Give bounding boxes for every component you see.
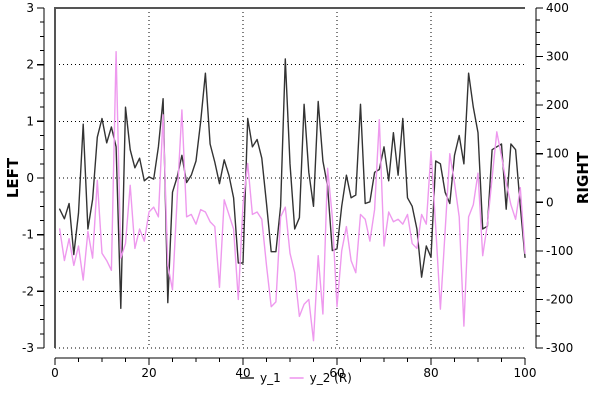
x-axis-tick-label: 40 (235, 366, 250, 380)
plot-frame (54, 7, 525, 348)
right-axis-tick-label: -200 (546, 292, 573, 306)
x-axis-tick-label: 20 (141, 366, 156, 380)
y-axis-title: LEFT (4, 157, 22, 198)
left-axis-tick-label: -2 (22, 284, 34, 298)
series-line-y-2-r- (59, 51, 526, 342)
x-axis-tick-label: 80 (423, 366, 438, 380)
left-axis-tick-label: 2 (26, 58, 34, 72)
right-axis-tick-label: 300 (546, 50, 569, 64)
right-axis-tick-label: 0 (546, 195, 554, 209)
x-axis-tick-label: 0 (51, 366, 59, 380)
left-axis-tick-label: 3 (26, 1, 34, 15)
right-axis-tick-label: -300 (546, 341, 573, 355)
right-axis-tick-label: 200 (546, 98, 569, 112)
grid-lines (55, 7, 525, 349)
bottom-axis: 0 20 40 60 80 100 (51, 357, 537, 380)
legend-label: y_1 (260, 371, 281, 385)
plot-border (54, 7, 525, 348)
x-axis-tick-label: 100 (514, 366, 537, 380)
left-axis-tick-label: 0 (26, 171, 34, 185)
left-axis: -3 -2 -1 0 1 2 3 (22, 1, 45, 355)
chart-legend: y_1 y_2 (R) (240, 371, 352, 385)
data-series-group (59, 51, 526, 342)
right-axis-tick-label: -100 (546, 244, 573, 258)
left-axis-tick-label: -3 (22, 341, 34, 355)
left-axis-tick-label: -1 (22, 228, 34, 242)
right-axis: -300 -200 -100 0 100 200 300 400 (535, 1, 573, 355)
x-axis-tick-label: 60 (329, 366, 344, 380)
y2-axis-title: RIGHT (574, 151, 592, 204)
legend-label: y_2 (R) (310, 371, 352, 385)
right-axis-tick-label: 100 (546, 147, 569, 161)
right-axis-tick-label: 400 (546, 1, 569, 15)
left-axis-tick-label: 1 (26, 114, 34, 128)
